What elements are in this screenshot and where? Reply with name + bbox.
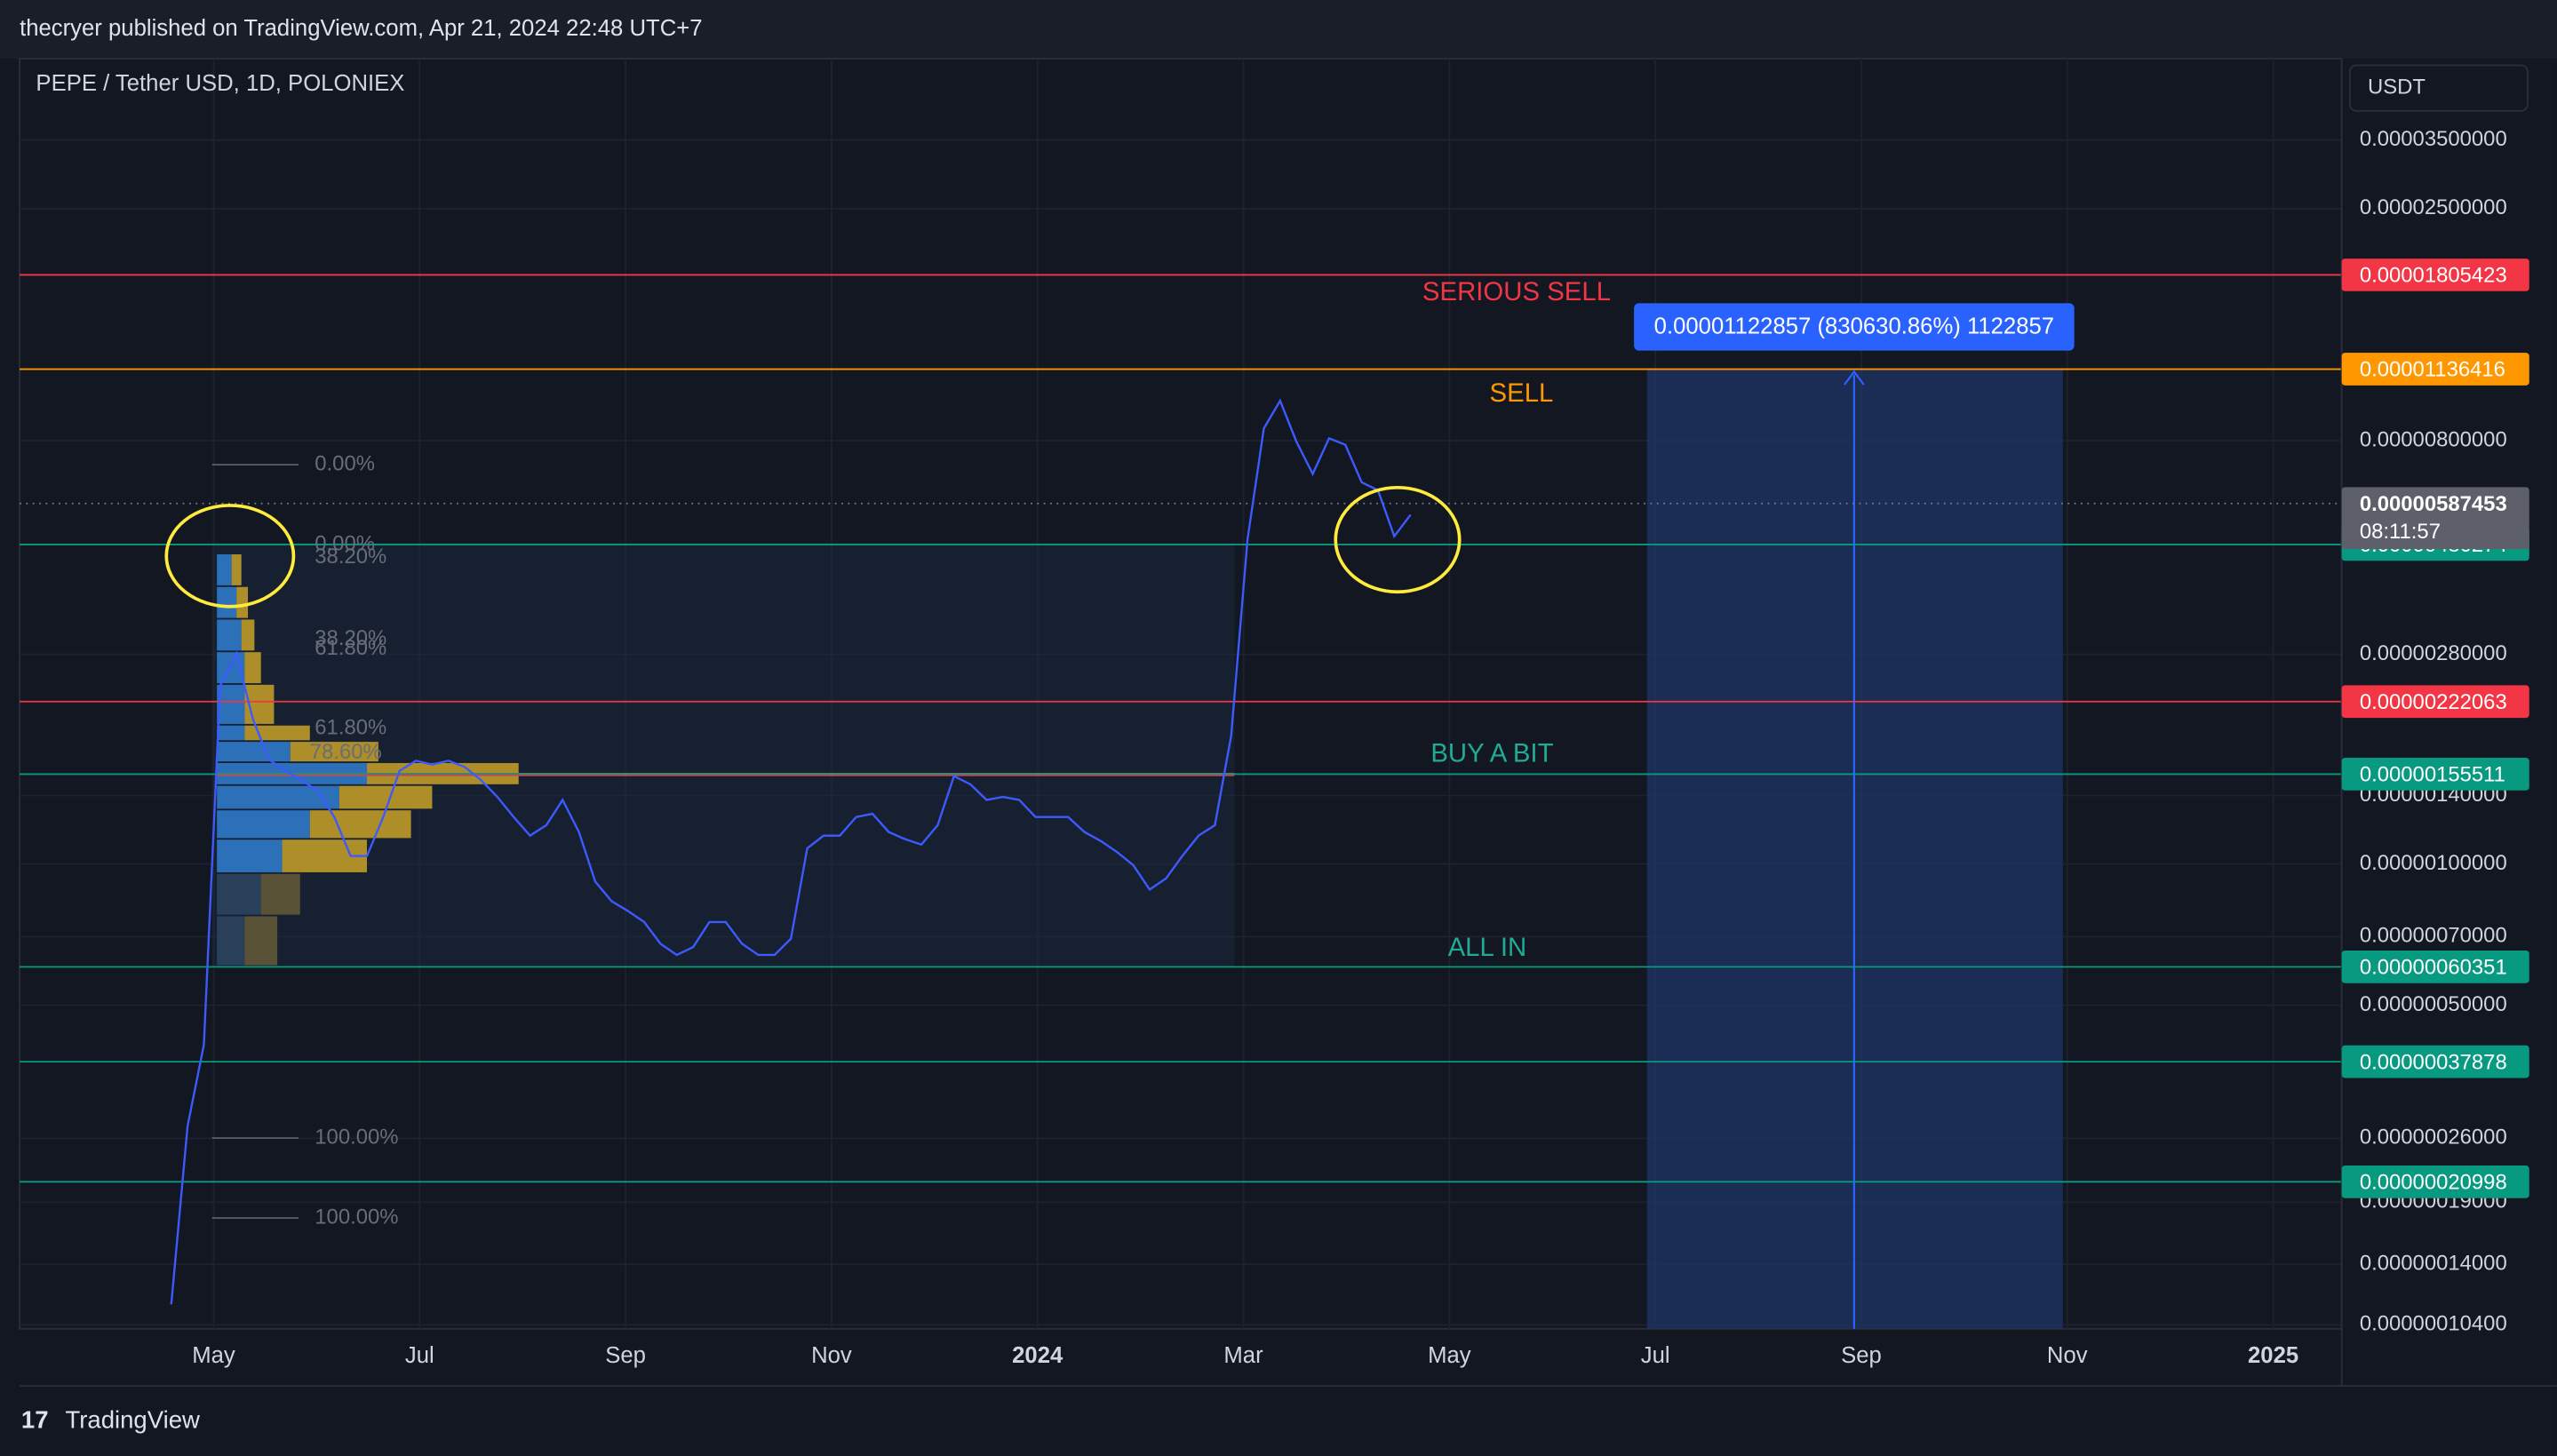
y-tick-label: 0.00000070000 xyxy=(2360,924,2507,948)
level-tag-label: 0.00000222063 xyxy=(2360,690,2507,714)
fib-label: 61.80% xyxy=(315,716,386,740)
level-tag xyxy=(2341,353,2529,386)
fib-zone xyxy=(211,543,1235,967)
countdown: 08:11:57 xyxy=(2360,520,2441,544)
price-line xyxy=(170,398,1412,1305)
profile-bar-down xyxy=(290,742,378,762)
level-tag xyxy=(2341,758,2529,791)
fib-label: 0.00% xyxy=(315,451,375,475)
level-tag xyxy=(2341,685,2529,719)
fib-label: 38.20% xyxy=(315,545,386,569)
profile-bar-up xyxy=(217,873,261,915)
fib-label: 78.60% xyxy=(310,740,382,764)
level-tag-label: 0.00001805423 xyxy=(2360,264,2507,288)
fib-label: 100.00% xyxy=(315,1125,398,1149)
profile-bar-down xyxy=(339,785,433,809)
publisher-line: thecryer published on TradingView.com, A… xyxy=(20,16,702,41)
profile-bar-down xyxy=(241,619,255,651)
x-tick-label: Jul xyxy=(405,1343,434,1368)
y-tick-label: 0.00000010400 xyxy=(2360,1312,2507,1336)
y-tick-label: 0.00000280000 xyxy=(2360,641,2507,665)
y-tick-label: 0.00003500000 xyxy=(2360,127,2507,151)
x-tick-label: Jul xyxy=(1641,1343,1670,1368)
profile-bar-up xyxy=(217,742,291,762)
profile-bar-up xyxy=(217,810,310,839)
profile-bar-up xyxy=(217,684,245,724)
annotation: ALL IN xyxy=(1448,933,1527,962)
measure-label: 0.00001122857 (830630.86%) 1122857 xyxy=(1654,314,2054,339)
level-tag xyxy=(2341,1045,2529,1078)
header-bar xyxy=(0,0,2557,60)
measure-label-box xyxy=(1634,303,2075,351)
x-tick-label: 2025 xyxy=(2248,1343,2298,1368)
fib-label: 100.00% xyxy=(315,1205,398,1229)
level-tag-label: 0.00000060351 xyxy=(2360,955,2507,979)
profile-bar-up xyxy=(217,554,232,585)
profile-bar-up xyxy=(217,586,237,618)
level-tag-label: 0.00000020998 xyxy=(2360,1170,2507,1194)
x-tick-label: Nov xyxy=(811,1343,852,1368)
y-tick-label: 0.00000014000 xyxy=(2360,1252,2507,1276)
profile-bar-down xyxy=(236,586,249,618)
brand: TradingView xyxy=(65,1406,200,1434)
profile-bar-up xyxy=(217,725,245,741)
logo-mark: 17 xyxy=(21,1406,49,1434)
current-price-tag xyxy=(2341,487,2529,550)
levels xyxy=(20,274,2342,1183)
axes: 0.00003500000 0.00002500000 0.00000800000 0… xyxy=(192,127,2529,1368)
x-tick-label: Sep xyxy=(1841,1343,1882,1368)
y-tick-label: 0.00000050000 xyxy=(2360,992,2507,1016)
level-tag-label: 0.00001136416 xyxy=(2360,358,2505,382)
level-tag-label: 0.00000037878 xyxy=(2360,1050,2507,1074)
y-tick-label: 0.00000100000 xyxy=(2360,851,2507,875)
fib-label: 61.80% xyxy=(315,636,386,660)
profile-bar-down xyxy=(231,554,242,585)
profile-bar-down xyxy=(244,725,310,741)
profile-bar-up xyxy=(217,619,242,651)
level-tag xyxy=(2341,951,2529,983)
x-tick-label: May xyxy=(1428,1343,1471,1368)
profile-bar-up xyxy=(217,785,339,809)
profile-bar-down xyxy=(244,652,261,684)
x-tick-label: Nov xyxy=(2047,1343,2088,1368)
x-tick-label: 2024 xyxy=(1012,1343,1063,1368)
x-tick-label: Mar xyxy=(1223,1343,1263,1368)
circle-annotation xyxy=(164,504,296,609)
y-tick-label: 0.00000026000 xyxy=(2360,1126,2507,1150)
profile-bar-down xyxy=(309,810,411,839)
price xyxy=(170,398,1412,1305)
profile-bar-up xyxy=(217,839,283,872)
volume-profile xyxy=(217,554,519,966)
annotation: BUY A BIT xyxy=(1430,739,1553,768)
fib-label: 0.00% xyxy=(315,531,375,555)
currency: USDT xyxy=(2368,75,2426,99)
currency-box xyxy=(2348,64,2529,112)
annotation: SERIOUS SELL xyxy=(1422,277,1611,306)
y-tick-label: 0.00000800000 xyxy=(2360,427,2507,451)
circle-annotation xyxy=(1334,485,1462,594)
profile-bar-down xyxy=(260,873,300,915)
x-tick-label: May xyxy=(192,1343,235,1368)
level-tag-label: 0.00000155511 xyxy=(2360,763,2505,787)
level-tag xyxy=(2341,1165,2529,1198)
measure-arrow-head xyxy=(1843,370,1865,386)
annotation: SELL xyxy=(1490,378,1554,408)
profile-bar-down xyxy=(244,916,278,966)
fib-label: 38.20% xyxy=(315,626,386,650)
y-tick-label: 0.00002500000 xyxy=(2360,195,2507,219)
x-tick-label: Sep xyxy=(605,1343,646,1368)
profile-bar-up xyxy=(217,916,245,966)
current-price-label: 0.00000587453 xyxy=(2360,492,2507,516)
symbol-title: PEPE / Tether USD, 1D, POLONIEX xyxy=(36,71,404,96)
level-tag xyxy=(2341,259,2529,291)
